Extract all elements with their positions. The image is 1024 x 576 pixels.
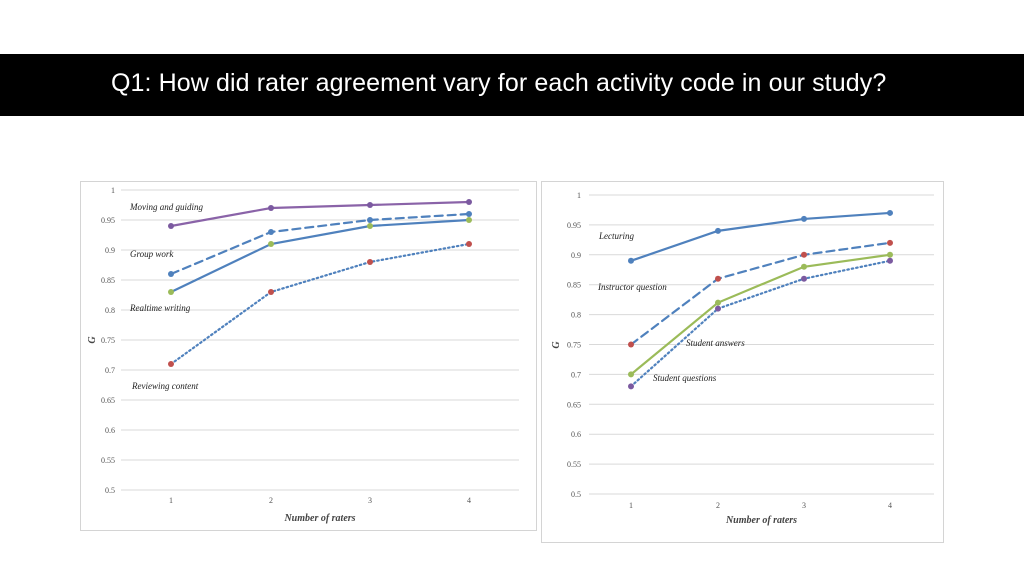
data-point [466, 199, 472, 205]
data-point [715, 305, 721, 312]
data-point [168, 289, 174, 295]
x-axis-title: Number of raters [725, 515, 797, 526]
y-tick-label: 0.9 [105, 246, 115, 255]
y-tick-label: 0.95 [101, 216, 115, 225]
chart-left: 1 0.95 0.9 0.85 0.8 0.75 0.7 0.65 0.6 0.55 0.5 1 2 3 4… [80, 181, 537, 531]
data-point [367, 217, 373, 223]
series-label: Realtime writing [129, 303, 191, 313]
x-tick-label: 4 [888, 501, 892, 510]
y-tick-label: 0.95 [567, 221, 581, 230]
data-point [268, 229, 274, 235]
data-point [268, 289, 274, 295]
title-bar: Q1: How did rater agreement vary for eac… [0, 54, 1024, 116]
y-tick-label: 0.6 [571, 430, 581, 439]
data-point [367, 223, 373, 229]
data-point [715, 227, 721, 234]
slide-title: Q1: How did rater agreement vary for eac… [111, 69, 887, 97]
data-point [466, 217, 472, 223]
y-tick-label: 0.7 [571, 370, 581, 379]
data-point [801, 275, 807, 282]
data-point [168, 361, 174, 367]
data-point [628, 371, 634, 378]
y-tick-label: 0.85 [567, 281, 581, 290]
y-tick-label: 1 [577, 191, 581, 200]
data-point [887, 209, 893, 216]
series-line [629, 241, 892, 346]
data-point [715, 275, 721, 282]
x-tick-label: 1 [169, 496, 173, 505]
y-tick-label: 0.7 [105, 366, 115, 375]
data-point [466, 241, 472, 247]
y-tick-label: 0.75 [101, 336, 115, 345]
data-point [801, 215, 807, 222]
series-line [169, 218, 471, 294]
series-line [629, 259, 892, 388]
chart-left-svg: 1 0.95 0.9 0.85 0.8 0.75 0.7 0.65 0.6 0.55 0.5 1 2 3 4… [87, 186, 519, 524]
data-point [801, 263, 807, 270]
data-point [887, 257, 893, 264]
data-point [168, 271, 174, 277]
series-label: Lecturing [598, 231, 634, 241]
y-axis-title: G [551, 341, 562, 349]
y-tick-label: 0.5 [571, 490, 581, 499]
y-tick-label: 0.55 [567, 460, 581, 469]
y-tick-label: 0.85 [101, 276, 115, 285]
chart-right-svg: 1 0.95 0.9 0.85 0.8 0.75 0.7 0.65 0.6 0.55 0.5 1 2 3 4… [551, 191, 934, 526]
series-label: Group work [130, 249, 174, 259]
x-tick-label: 3 [368, 496, 372, 505]
series-line [629, 211, 892, 262]
chart-right: 1 0.95 0.9 0.85 0.8 0.75 0.7 0.65 0.6 0.55 0.5 1 2 3 4… [541, 181, 944, 543]
y-tick-label: 1 [111, 186, 115, 195]
x-tick-label: 2 [269, 496, 273, 505]
x-tick-label: 4 [467, 496, 471, 505]
y-tick-label: 0.55 [101, 456, 115, 465]
series-label: Moving and guiding [129, 202, 203, 212]
series-label: Student answers [686, 338, 745, 348]
data-point [628, 341, 634, 348]
y-tick-label: 0.6 [105, 426, 115, 435]
series-line [629, 253, 892, 376]
y-tick-label: 0.65 [567, 400, 581, 409]
data-point [887, 239, 893, 246]
series-label: Instructor question [597, 282, 667, 292]
data-point [268, 241, 274, 247]
data-point [801, 251, 807, 258]
y-tick-label: 0.75 [567, 341, 581, 350]
data-point [628, 383, 634, 390]
y-tick-label: 0.8 [571, 311, 581, 320]
data-point [887, 251, 893, 258]
x-axis-title: Number of raters [283, 513, 355, 524]
y-tick-label: 0.65 [101, 396, 115, 405]
data-point [628, 257, 634, 264]
series-label: Student questions [653, 373, 717, 383]
data-point [268, 205, 274, 211]
series-line [169, 200, 471, 228]
series-label: Reviewing content [131, 381, 199, 391]
x-tick-label: 1 [629, 501, 633, 510]
data-point [715, 299, 721, 306]
y-axis-title: G [87, 336, 98, 344]
data-point [466, 211, 472, 217]
y-tick-label: 0.8 [105, 306, 115, 315]
data-point [367, 202, 373, 208]
y-tick-label: 0.5 [105, 486, 115, 495]
y-tick-label: 0.9 [571, 251, 581, 260]
x-tick-label: 2 [716, 501, 720, 510]
data-point [367, 259, 373, 265]
series-line [169, 242, 471, 366]
data-point [168, 223, 174, 229]
series-line [169, 212, 471, 276]
x-tick-label: 3 [802, 501, 806, 510]
